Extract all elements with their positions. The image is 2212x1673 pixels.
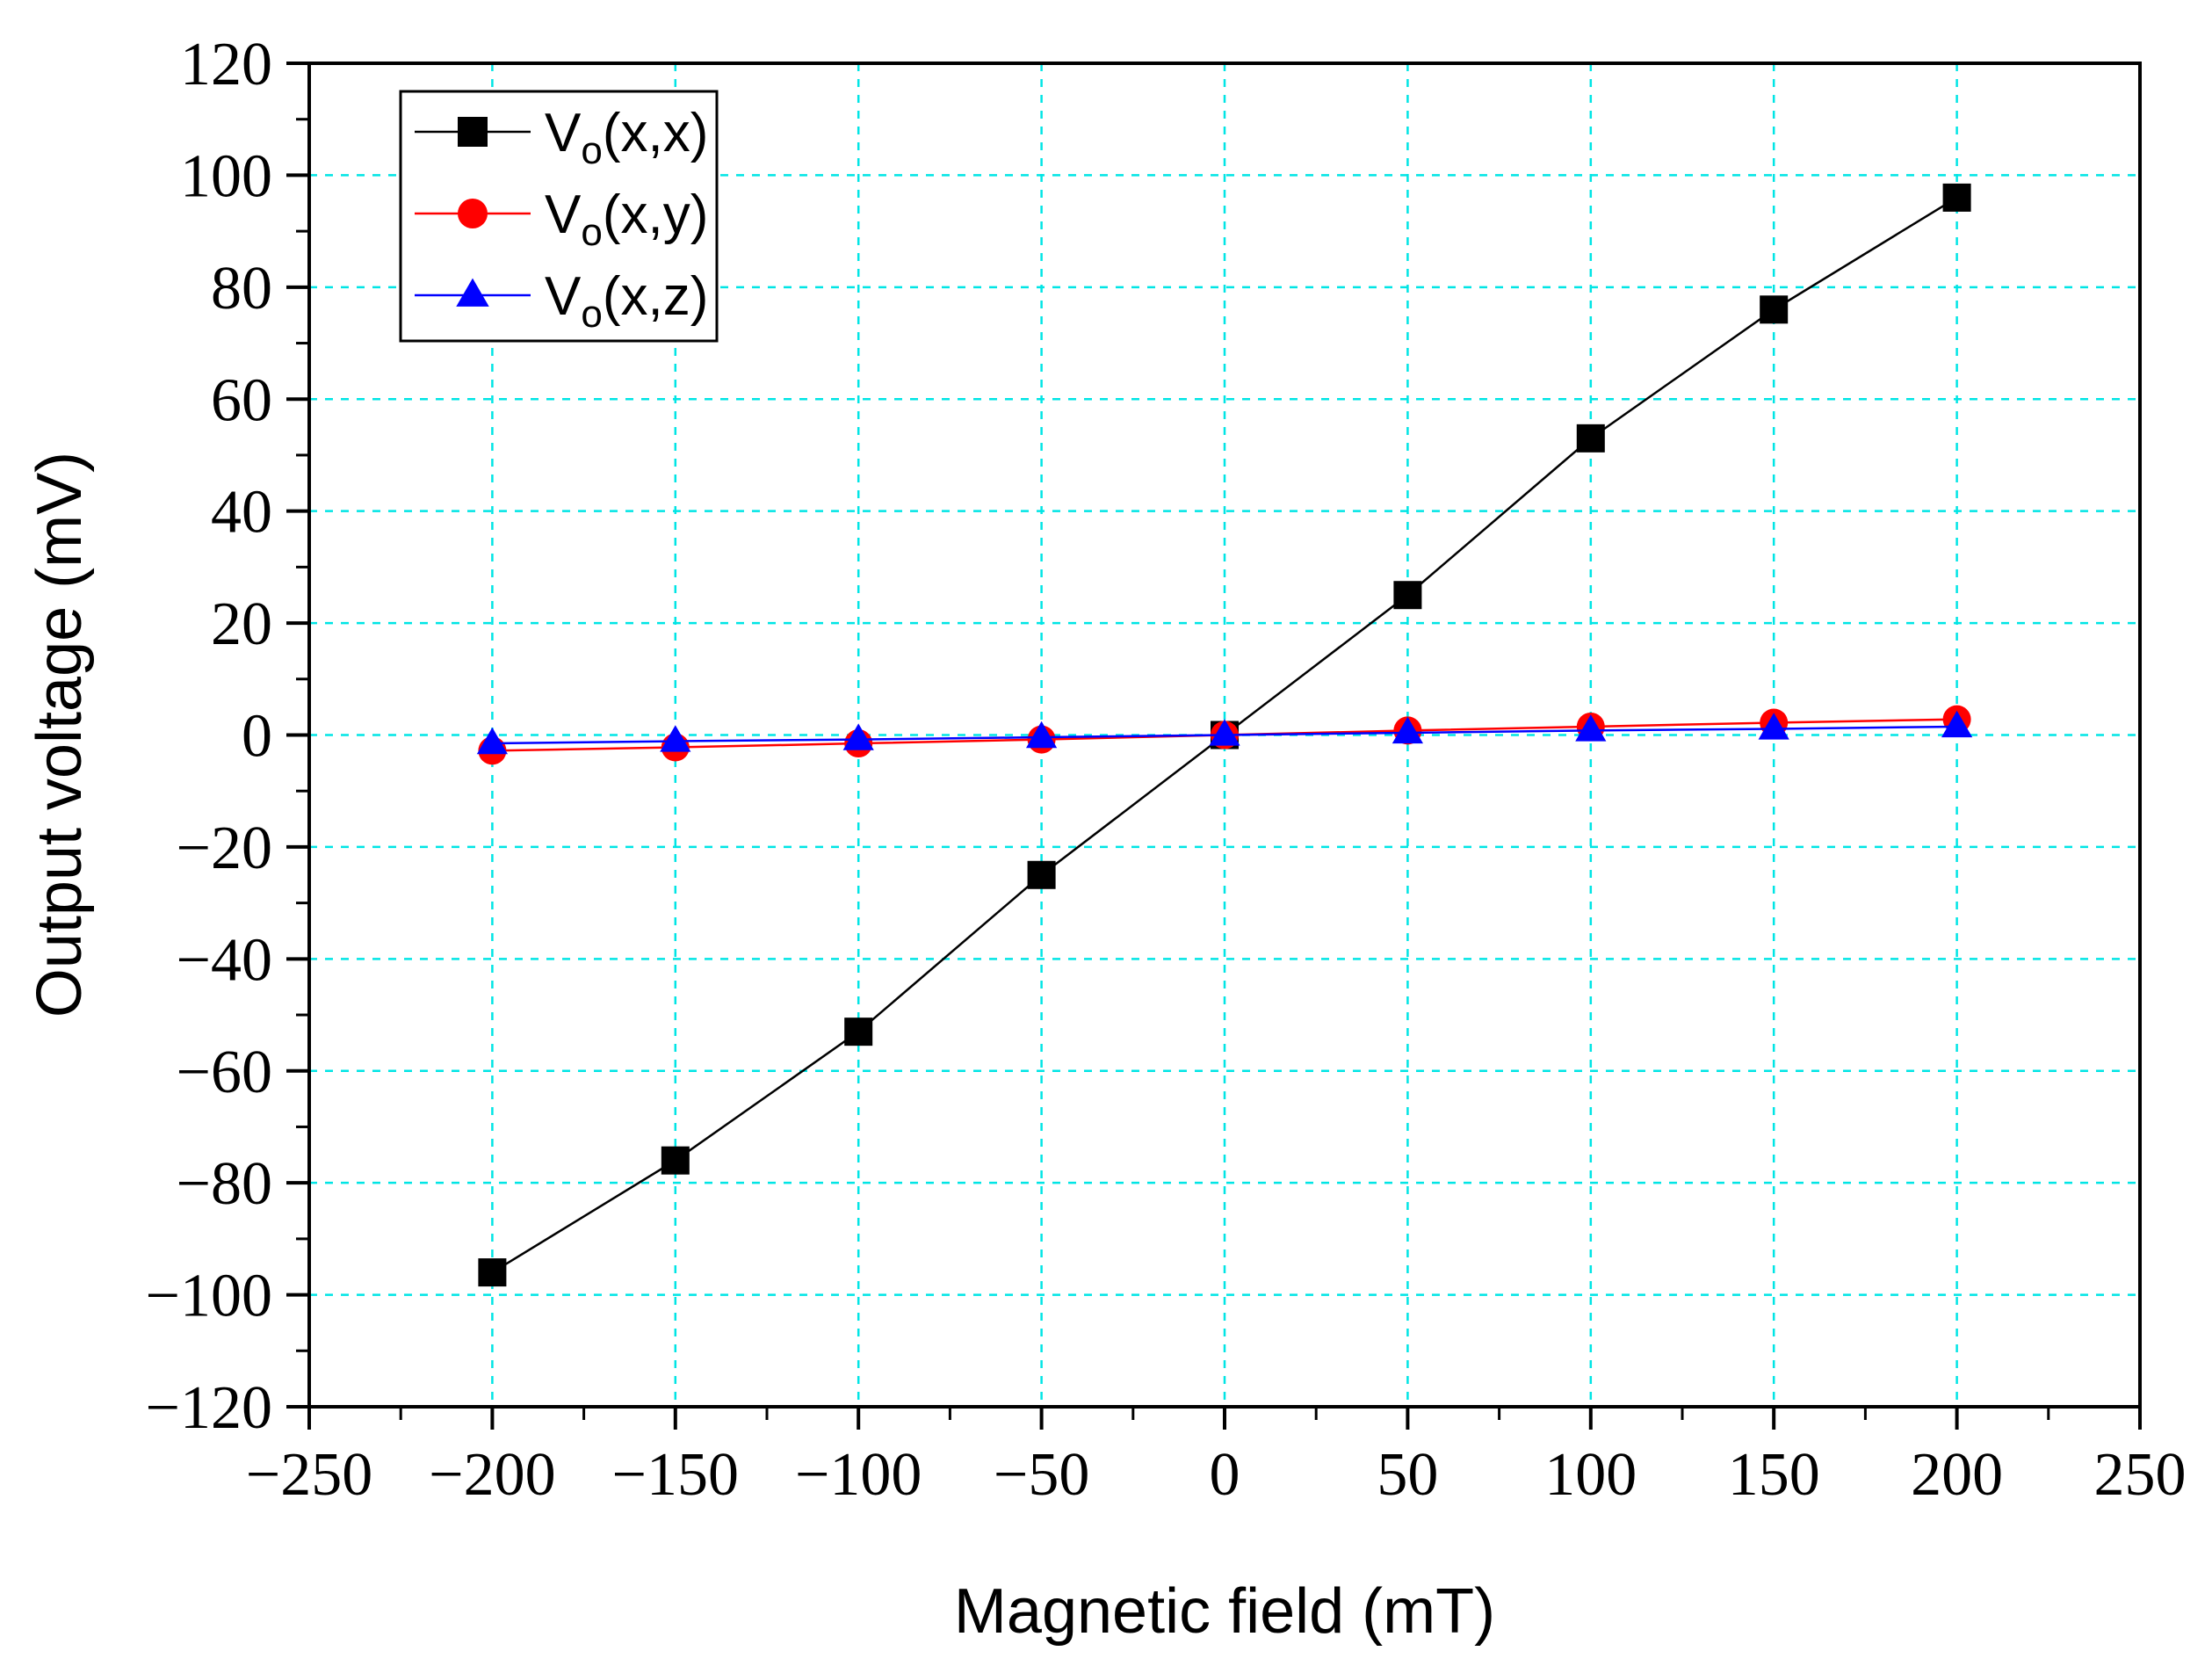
x-tick-label: −100 xyxy=(795,1441,922,1509)
y-tick-label: −60 xyxy=(177,1039,272,1106)
data-point-triangle xyxy=(1941,710,1973,738)
legend-box xyxy=(399,90,719,343)
legend-label: Vo(x,y) xyxy=(545,185,708,254)
data-point-square xyxy=(478,1258,507,1287)
y-tick-label: 100 xyxy=(180,142,272,210)
y-tick-label: 80 xyxy=(211,255,272,322)
y-tick-label: 120 xyxy=(180,31,272,98)
y-tick-label: −20 xyxy=(177,815,272,882)
x-tick-label: −50 xyxy=(994,1441,1089,1509)
y-axis-title: Output voltage (mV) xyxy=(25,452,95,1018)
y-tick-label: −80 xyxy=(177,1150,272,1218)
y-tick-label: 60 xyxy=(211,366,272,434)
data-point-triangle xyxy=(1758,713,1789,740)
y-tick-label: 40 xyxy=(211,479,272,547)
legend-label: Vo(x,z) xyxy=(545,266,708,336)
x-tick-label: −200 xyxy=(429,1441,555,1509)
legend-marker-triangle xyxy=(456,278,489,307)
x-tick-label: −250 xyxy=(246,1441,372,1509)
data-point-square xyxy=(844,1018,873,1047)
x-tick-label: 150 xyxy=(1728,1441,1820,1509)
x-tick-label: 0 xyxy=(1210,1441,1240,1509)
label-layer: −250 −200 −150 −100 −50 0 50 100 150 200 250−120−1… xyxy=(146,31,2187,1509)
data-point-square xyxy=(1027,860,1056,889)
y-tick-label: −100 xyxy=(146,1263,272,1330)
data-point-square xyxy=(1760,295,1789,324)
x-tick-label: −150 xyxy=(612,1441,739,1509)
y-tick-label: −120 xyxy=(146,1374,272,1442)
data-point-triangle xyxy=(660,725,691,752)
plot-frame xyxy=(307,62,2142,1409)
legend-marker-circle xyxy=(458,199,488,228)
data-point-triangle xyxy=(842,723,874,750)
data-point-square xyxy=(1576,424,1605,453)
data-point-square xyxy=(1942,183,1971,212)
x-tick-label: 100 xyxy=(1544,1441,1637,1509)
data-point-triangle xyxy=(1575,714,1607,742)
x-tick-label: 250 xyxy=(2094,1441,2187,1509)
x-axis-title: Magnetic field (mT) xyxy=(954,1576,1495,1647)
data-point-triangle xyxy=(476,727,508,755)
series-layer xyxy=(476,183,1973,1287)
data-point-square xyxy=(661,1146,690,1175)
data-point-square xyxy=(1393,581,1422,610)
y-tick-label: 0 xyxy=(242,703,272,771)
data-point-triangle xyxy=(1392,716,1423,744)
tick-layer xyxy=(286,62,2142,1430)
data-point-triangle xyxy=(1209,719,1240,746)
legend-marker-square xyxy=(458,117,488,147)
data-point-triangle xyxy=(1026,721,1058,749)
y-tick-label: −40 xyxy=(177,926,272,994)
x-tick-label: 200 xyxy=(1911,1441,2003,1509)
legend: Vo(x,x) Vo(x,y) Vo(x,z) xyxy=(399,90,719,343)
y-tick-label: 20 xyxy=(211,590,272,658)
x-tick-label: 50 xyxy=(1377,1441,1438,1509)
legend-label: Vo(x,x) xyxy=(545,103,708,172)
